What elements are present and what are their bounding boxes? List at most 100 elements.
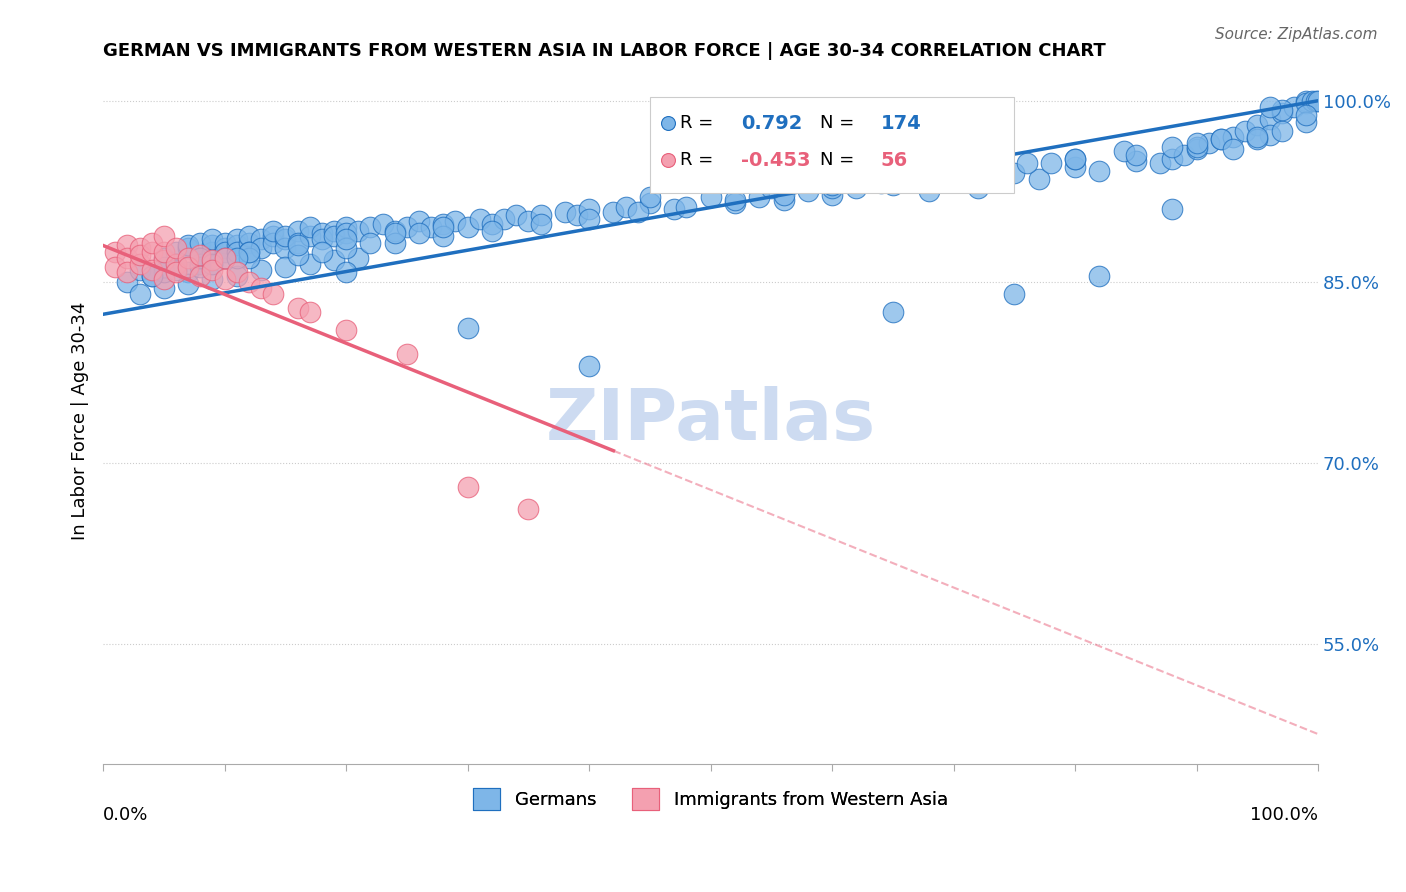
Point xyxy=(298,305,321,319)
Point xyxy=(188,268,211,283)
Point xyxy=(177,260,200,275)
Point xyxy=(214,244,236,259)
Point xyxy=(262,236,284,251)
Point xyxy=(384,224,406,238)
Point xyxy=(1125,148,1147,162)
Point xyxy=(165,265,187,279)
Point xyxy=(1125,154,1147,169)
Point xyxy=(117,275,139,289)
Text: 0.0%: 0.0% xyxy=(103,805,149,823)
Point xyxy=(1209,132,1232,146)
Point xyxy=(1209,132,1232,146)
Point xyxy=(1301,94,1323,108)
Text: 100.0%: 100.0% xyxy=(1250,805,1319,823)
Point xyxy=(323,228,346,243)
Point xyxy=(201,252,224,267)
Point xyxy=(335,265,357,279)
Point xyxy=(408,214,430,228)
Point xyxy=(335,241,357,255)
Point xyxy=(1185,139,1208,153)
Point xyxy=(165,244,187,259)
Point xyxy=(128,241,150,255)
Text: N =: N = xyxy=(820,114,860,132)
Point xyxy=(1015,156,1038,170)
Point xyxy=(1002,166,1025,180)
Point xyxy=(1064,152,1087,166)
Point xyxy=(845,172,868,186)
Point xyxy=(359,236,381,251)
Point xyxy=(201,238,224,252)
Point xyxy=(1258,128,1281,142)
Point xyxy=(432,220,454,235)
Point xyxy=(748,190,770,204)
Point xyxy=(1258,112,1281,126)
Point xyxy=(311,244,333,259)
Point xyxy=(335,323,357,337)
Point xyxy=(1271,103,1294,118)
Point xyxy=(967,180,990,194)
Point xyxy=(335,220,357,235)
Point xyxy=(117,238,139,252)
Point xyxy=(188,236,211,251)
Point xyxy=(201,232,224,246)
Point xyxy=(298,228,321,243)
Point xyxy=(1246,118,1268,132)
Point xyxy=(250,232,273,246)
Point xyxy=(869,176,891,190)
Point xyxy=(311,232,333,246)
Point xyxy=(444,214,467,228)
Point xyxy=(1295,108,1317,122)
Point xyxy=(882,178,904,193)
Point xyxy=(1271,105,1294,120)
Point xyxy=(238,251,260,265)
Point xyxy=(638,190,661,204)
Point xyxy=(1295,94,1317,108)
Point xyxy=(529,217,551,231)
Point xyxy=(1149,156,1171,170)
Point xyxy=(457,480,479,494)
Point xyxy=(287,301,309,316)
Point xyxy=(153,252,176,267)
Point xyxy=(141,236,163,251)
Point xyxy=(638,196,661,211)
Point xyxy=(238,244,260,259)
Point xyxy=(1258,100,1281,114)
Point xyxy=(845,180,868,194)
Point xyxy=(699,190,721,204)
Point xyxy=(1064,160,1087,174)
Point xyxy=(578,211,600,226)
Point xyxy=(188,260,211,275)
Point xyxy=(177,251,200,265)
Point xyxy=(359,220,381,235)
Point xyxy=(128,257,150,271)
Point xyxy=(627,204,650,219)
Text: R =: R = xyxy=(681,152,720,169)
Point xyxy=(1271,124,1294,138)
Point xyxy=(942,166,965,180)
FancyBboxPatch shape xyxy=(650,97,1014,194)
Text: Source: ZipAtlas.com: Source: ZipAtlas.com xyxy=(1215,27,1378,42)
Text: 0.792: 0.792 xyxy=(741,114,803,133)
Text: ZIPatlas: ZIPatlas xyxy=(546,386,876,455)
Point xyxy=(274,232,297,246)
Point xyxy=(724,193,747,207)
Point xyxy=(772,187,794,202)
Point xyxy=(287,238,309,252)
Point xyxy=(250,262,273,277)
Point xyxy=(262,224,284,238)
Point xyxy=(250,241,273,255)
Point xyxy=(1185,142,1208,156)
Point xyxy=(165,257,187,271)
Point xyxy=(1295,115,1317,129)
Point xyxy=(1308,94,1330,108)
Point xyxy=(384,236,406,251)
Point xyxy=(225,238,247,252)
Point xyxy=(432,228,454,243)
Point xyxy=(214,272,236,286)
Point xyxy=(1028,172,1050,186)
Point xyxy=(153,281,176,295)
Point xyxy=(238,228,260,243)
Point xyxy=(1112,145,1135,159)
Point xyxy=(481,224,503,238)
Point xyxy=(274,241,297,255)
